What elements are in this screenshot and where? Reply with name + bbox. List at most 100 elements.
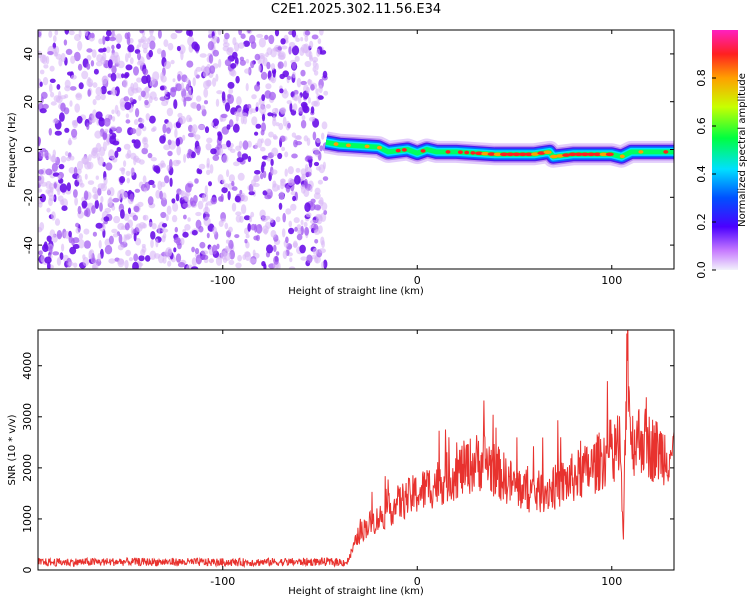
noise-speckle bbox=[107, 188, 111, 195]
noise-speckle bbox=[154, 96, 158, 102]
noise-speckle bbox=[258, 37, 266, 48]
noise-speckle bbox=[104, 245, 113, 255]
noise-speckle bbox=[58, 163, 65, 170]
colorbar-tick-label: 0.4 bbox=[695, 165, 708, 183]
noise-speckle bbox=[182, 231, 189, 238]
noise-speckle bbox=[64, 127, 70, 133]
noise-speckle bbox=[321, 132, 325, 140]
noise-speckle bbox=[102, 35, 106, 45]
noise-speckle bbox=[103, 176, 108, 186]
noise-speckle bbox=[270, 230, 277, 238]
noise-speckle bbox=[78, 82, 84, 90]
noise-speckle bbox=[140, 249, 146, 256]
noise-speckle bbox=[210, 148, 217, 155]
noise-speckle bbox=[150, 231, 156, 240]
y-tick-label: -40 bbox=[22, 236, 35, 254]
noise-speckle bbox=[322, 176, 329, 182]
noise-speckle bbox=[308, 159, 313, 168]
noise-speckle bbox=[224, 102, 231, 112]
noise-speckle bbox=[167, 42, 174, 51]
noise-speckle bbox=[159, 190, 163, 200]
noise-speckle bbox=[104, 207, 112, 214]
noise-speckle bbox=[206, 157, 210, 168]
noise-speckle bbox=[236, 96, 242, 106]
noise-speckle bbox=[88, 154, 92, 162]
noise-speckle bbox=[264, 138, 272, 147]
noise-speckle bbox=[300, 219, 304, 225]
noise-speckle bbox=[150, 239, 154, 249]
noise-speckle bbox=[224, 32, 230, 40]
noise-speckle bbox=[191, 246, 196, 253]
noise-speckle bbox=[295, 167, 301, 173]
noise-speckle bbox=[231, 202, 237, 212]
noise-speckle bbox=[135, 157, 141, 164]
noise-speckle bbox=[196, 103, 201, 112]
noise-speckle bbox=[128, 257, 134, 262]
noise-speckle bbox=[163, 39, 169, 47]
noise-speckle bbox=[305, 171, 312, 177]
noise-speckle bbox=[262, 190, 268, 196]
noise-speckle bbox=[66, 156, 72, 162]
chart-title: C2E1.2025.302.11.56.E34 bbox=[271, 2, 441, 17]
noise-speckle bbox=[135, 237, 142, 246]
noise-speckle bbox=[56, 84, 61, 90]
noise-speckle bbox=[179, 190, 186, 195]
noise-speckle bbox=[270, 63, 276, 71]
noise-speckle bbox=[261, 122, 266, 132]
noise-speckle bbox=[220, 113, 228, 119]
noise-speckle bbox=[143, 142, 149, 149]
noise-speckle bbox=[74, 33, 81, 42]
noise-speckle bbox=[176, 122, 181, 129]
noise-speckle bbox=[94, 191, 99, 201]
noise-speckle bbox=[215, 73, 219, 82]
noise-speckle bbox=[63, 39, 68, 46]
noise-speckle bbox=[117, 190, 122, 201]
noise-speckle bbox=[38, 175, 42, 181]
noise-speckle bbox=[305, 212, 312, 218]
noise-speckle bbox=[270, 158, 274, 166]
noise-speckle bbox=[86, 48, 93, 53]
noise-speckle bbox=[217, 30, 222, 36]
noise-speckle bbox=[201, 108, 207, 117]
noise-speckle bbox=[57, 174, 61, 181]
noise-speckle bbox=[264, 194, 272, 200]
noise-speckle bbox=[205, 143, 212, 151]
noise-speckle bbox=[287, 166, 294, 175]
y-tick-label: 0 bbox=[22, 146, 35, 153]
noise-speckle bbox=[74, 197, 78, 206]
noise-speckle bbox=[67, 71, 73, 76]
noise-speckle bbox=[97, 183, 106, 190]
noise-speckle bbox=[275, 122, 280, 127]
noise-speckle bbox=[84, 173, 88, 180]
noise-speckle bbox=[189, 197, 194, 206]
noise-speckle bbox=[253, 170, 261, 175]
noise-speckle bbox=[244, 251, 251, 261]
noise-speckle bbox=[133, 66, 139, 76]
noise-speckle bbox=[170, 87, 177, 98]
noise-speckle bbox=[54, 30, 59, 36]
noise-speckle bbox=[267, 112, 273, 117]
noise-speckle bbox=[228, 259, 235, 265]
noise-speckle bbox=[108, 258, 116, 264]
signal-peak bbox=[556, 154, 564, 158]
noise-speckle bbox=[145, 113, 150, 121]
noise-speckle bbox=[92, 264, 97, 269]
noise-speckle bbox=[125, 119, 131, 124]
noise-speckle bbox=[245, 234, 250, 239]
snr-y-label: SNR (10 * v/v) bbox=[7, 414, 18, 485]
noise-speckle bbox=[157, 30, 162, 39]
noise-speckle bbox=[97, 156, 105, 166]
noise-speckle bbox=[71, 128, 78, 138]
noise-speckle bbox=[51, 211, 56, 221]
noise-speckle bbox=[235, 262, 242, 269]
noise-speckle bbox=[38, 30, 42, 39]
signal-peak bbox=[475, 151, 484, 156]
noise-speckle bbox=[132, 82, 139, 91]
noise-speckle bbox=[43, 64, 49, 69]
noise-speckle bbox=[293, 89, 299, 95]
noise-speckle bbox=[198, 163, 206, 170]
noise-speckle bbox=[222, 42, 230, 48]
noise-speckle bbox=[290, 203, 297, 211]
noise-speckle bbox=[266, 61, 271, 70]
noise-speckle bbox=[272, 183, 279, 192]
